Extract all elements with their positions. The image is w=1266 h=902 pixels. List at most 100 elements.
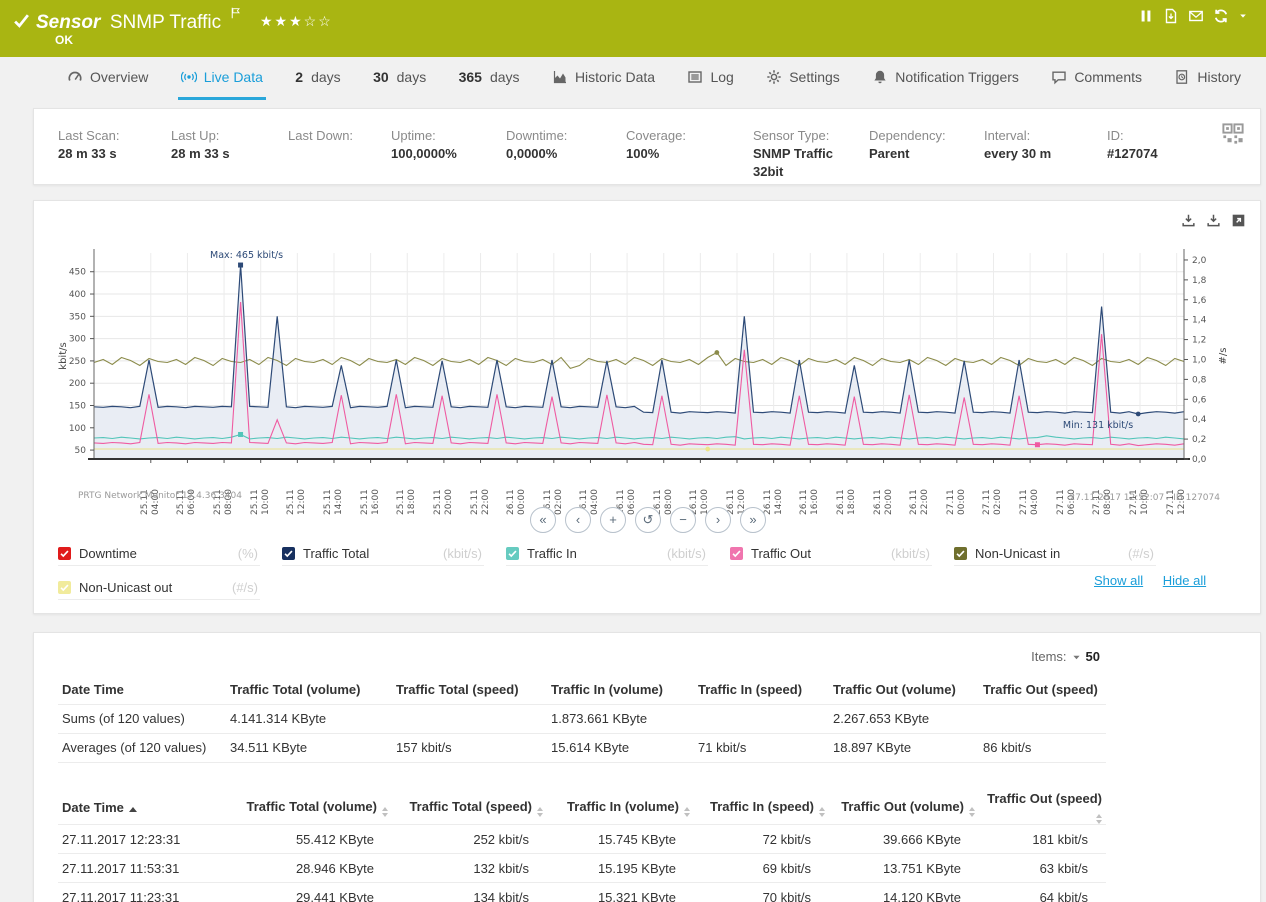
field-label: Uptime:	[391, 127, 457, 145]
legend-checkbox-downtime[interactable]	[58, 547, 71, 560]
legend-checkbox-traffic-in[interactable]	[506, 547, 519, 560]
y-axis-left-tick-label: 400	[69, 290, 86, 300]
items-value: 50	[1086, 649, 1100, 664]
legend-item-downtime: Downtime(%)	[58, 541, 260, 566]
sensor-status-text: OK	[55, 33, 73, 47]
tab-2-days[interactable]: 2days	[292, 57, 343, 100]
tab-30-days[interactable]: 30days	[370, 57, 429, 100]
field-label: Last Down:	[288, 127, 353, 145]
field-label: Last Up:	[171, 127, 230, 145]
priority-stars[interactable]: ★★★☆☆	[260, 13, 333, 29]
qr-code-icon[interactable]	[1222, 123, 1244, 145]
report-button[interactable]	[1163, 8, 1179, 24]
summary-header-row: Date TimeTraffic Total (volume)Traffic T…	[58, 675, 1106, 704]
pan-right-fast-button[interactable]: »	[740, 507, 766, 533]
tab-label: days	[311, 69, 341, 85]
values-column-traffic-out-speed[interactable]: Traffic Out (speed)	[979, 791, 1106, 825]
tab-live-data[interactable]: Live Data	[178, 57, 266, 100]
summary-cell: 15.614 KByte	[547, 733, 694, 762]
field-value: SNMP Traffic 32bit	[753, 145, 858, 181]
zoom-reset-button[interactable]: ↺	[635, 507, 661, 533]
pan-right-button[interactable]: ›	[705, 507, 731, 533]
show-all-link[interactable]: Show all	[1094, 573, 1143, 588]
tab-settings[interactable]: Settings	[763, 57, 843, 100]
sort-both-icon	[819, 807, 825, 817]
graph-toolbar	[1181, 213, 1246, 228]
tab-log[interactable]: Log	[684, 57, 736, 100]
cell-value: 252 kbit/s	[392, 825, 547, 854]
legend-checkbox-non-unicast-in[interactable]	[954, 547, 967, 560]
refresh-dropdown-caret[interactable]	[1238, 11, 1248, 21]
sort-both-icon	[684, 807, 690, 817]
download-image-button[interactable]	[1206, 213, 1221, 228]
legend-checkbox-traffic-out[interactable]	[730, 547, 743, 560]
legend-checkbox-non-unicast-out[interactable]	[58, 581, 71, 594]
hide-all-link[interactable]: Hide all	[1163, 573, 1206, 588]
legend-checkbox-traffic-total[interactable]	[282, 547, 295, 560]
values-column-date-time[interactable]: Date Time	[58, 791, 226, 825]
y-axis-left-tick-label: 450	[69, 268, 86, 278]
summary-cell: 86 kbit/s	[979, 733, 1106, 762]
values-column-traffic-in-volume[interactable]: Traffic In (volume)	[547, 791, 694, 825]
row-label: Averages (of 120 values)	[58, 733, 226, 762]
marker-non-unicast-in	[714, 350, 719, 355]
tab-label: days	[490, 69, 520, 85]
area-icon	[552, 69, 568, 85]
cell-value: 15.321 KByte	[547, 883, 694, 902]
summary-cell	[694, 704, 829, 733]
sort-asc-icon	[129, 807, 137, 812]
zoom-out-button[interactable]: −	[670, 507, 696, 533]
values-column-traffic-out-volume[interactable]: Traffic Out (volume)	[829, 791, 979, 825]
annotation-max: Max: 465 kbit/s	[210, 250, 283, 261]
values-column-traffic-total-speed[interactable]: Traffic Total (speed)	[392, 791, 547, 825]
tab-notification-triggers[interactable]: Notification Triggers	[869, 57, 1022, 100]
sensor-status-bar: Last Scan:28 m 33 sLast Up:28 m 33 sLast…	[33, 108, 1261, 185]
tab-comments[interactable]: Comments	[1048, 57, 1145, 100]
legend-unit: (kbit/s)	[443, 546, 482, 561]
field-value: 0,0000%	[506, 145, 567, 163]
open-fullscreen-button[interactable]	[1231, 213, 1246, 228]
y-axis-right-tick-label: 0,2	[1192, 435, 1206, 445]
pan-left-button[interactable]: ‹	[565, 507, 591, 533]
summary-cell: 18.897 KByte	[829, 733, 979, 762]
y-axis-left-tick-label: 100	[69, 424, 86, 434]
field-value: #127074	[1107, 145, 1158, 163]
y-axis-left-title: kbit/s	[58, 342, 69, 369]
tab-number: 30	[373, 69, 389, 85]
cell-value: 181 kbit/s	[979, 825, 1106, 854]
cell-value: 64 kbit/s	[979, 883, 1106, 902]
summary-cell: 157 kbit/s	[392, 733, 547, 762]
items-per-page-select[interactable]: Items: 50	[1031, 649, 1100, 664]
tab-label: Comments	[1074, 69, 1142, 85]
refresh-button[interactable]	[1213, 8, 1229, 24]
tab-overview[interactable]: Overview	[64, 57, 151, 100]
status-field-interval: Interval:every 30 m	[984, 127, 1051, 163]
values-header-row: Date TimeTraffic Total (volume)Traffic T…	[58, 791, 1106, 825]
values-column-traffic-in-speed[interactable]: Traffic In (speed)	[694, 791, 829, 825]
email-button[interactable]	[1188, 8, 1204, 24]
status-field-dependency: Dependency:Parent	[869, 127, 946, 163]
status-field-sensor-type: Sensor Type:SNMP Traffic 32bit	[753, 127, 858, 181]
cell-value: 72 kbit/s	[694, 825, 829, 854]
field-label: Downtime:	[506, 127, 567, 145]
pan-left-fast-button[interactable]: «	[530, 507, 556, 533]
cell-value: 55.412 KByte	[226, 825, 392, 854]
tab-historic-data[interactable]: Historic Data	[549, 57, 658, 100]
summary-cell	[979, 704, 1106, 733]
y-axis-right-tick-label: 1,4	[1192, 316, 1207, 326]
cell-value: 14.120 KByte	[829, 883, 979, 902]
values-column-traffic-total-volume[interactable]: Traffic Total (volume)	[226, 791, 392, 825]
download-data-button[interactable]	[1181, 213, 1196, 228]
tab-history[interactable]: History	[1171, 57, 1244, 100]
flag-icon[interactable]	[230, 7, 242, 19]
pause-button[interactable]	[1138, 8, 1154, 24]
field-label: Interval:	[984, 127, 1051, 145]
summary-cell	[392, 704, 547, 733]
zoom-in-button[interactable]: +	[600, 507, 626, 533]
status-field-last-up: Last Up:28 m 33 s	[171, 127, 230, 163]
cell-value: 132 kbit/s	[392, 854, 547, 883]
legend-label: Traffic In	[527, 546, 577, 561]
y-axis-left-tick-label: 350	[69, 312, 86, 322]
tab-365-days[interactable]: 365days	[456, 57, 523, 100]
cell-value: 15.195 KByte	[547, 854, 694, 883]
